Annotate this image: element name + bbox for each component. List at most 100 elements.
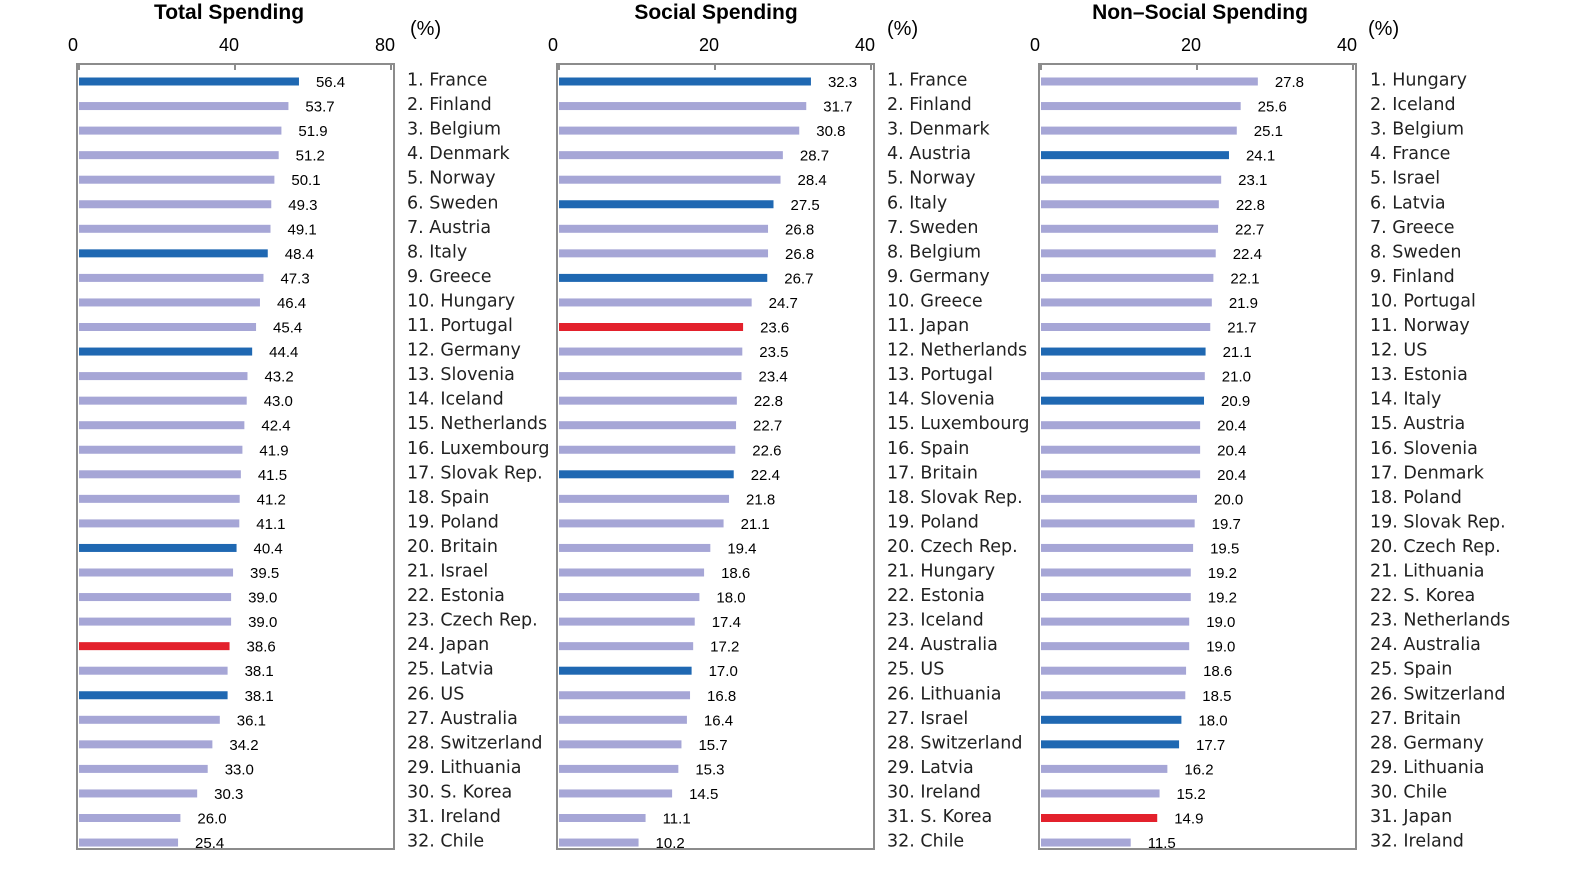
bar [559,200,774,209]
bar [559,666,692,675]
bar [1041,372,1205,381]
bar [1041,175,1222,184]
value-label: 18.5 [1202,688,1231,705]
rank-label: 12. Netherlands [887,341,1027,361]
bar [79,175,275,184]
value-label: 26.8 [785,246,814,263]
rank-label: 1. France [407,71,487,91]
rank-label: 22. S. Korea [1370,586,1475,606]
bar [1041,543,1194,552]
value-label: 22.1 [1230,270,1259,287]
rank-label: 9. Germany [887,267,990,287]
bar [79,666,228,675]
value-label: 19.7 [1212,516,1241,533]
value-label: 28.7 [800,148,829,165]
bar [1041,249,1216,258]
bar [559,372,742,381]
bar [79,543,237,552]
chart-title: Total Spending [154,1,304,24]
bar [79,77,299,86]
value-label: 19.2 [1208,565,1237,582]
rank-label: 17. Slovak Rep. [407,463,543,483]
bar [79,421,245,430]
x-tick-label: 40 [1337,35,1357,55]
value-label: 14.5 [689,786,718,803]
bar [79,642,230,651]
value-label: 21.1 [741,516,770,533]
value-label: 15.3 [695,761,724,778]
bar [559,445,736,454]
value-label: 14.9 [1174,811,1203,828]
value-label: 24.1 [1246,148,1275,165]
value-label: 16.2 [1184,761,1213,778]
bar [559,126,800,135]
value-label: 17.4 [712,614,741,631]
unit-label: (%) [410,18,441,40]
rank-label: 2. Finland [887,95,972,115]
bar [1041,838,1131,847]
bar [79,151,279,160]
value-label: 22.4 [1233,246,1262,263]
bar [559,838,639,847]
value-label: 18.0 [716,590,745,607]
rank-label: 4. Denmark [407,144,511,164]
value-label: 15.2 [1177,786,1206,803]
x-tick-label: 0 [548,35,558,55]
rank-label: 4. France [1370,144,1450,164]
bar [559,642,694,651]
bar [559,740,682,749]
value-label: 15.7 [698,737,727,754]
rank-label: 9. Greece [407,267,492,287]
bar [1041,666,1187,675]
rank-label: 17. Britain [887,463,978,483]
value-label: 18.0 [1198,712,1227,729]
bar [79,396,247,405]
bar [1041,396,1205,405]
bar [1041,764,1168,773]
rank-label: 20. Czech Rep. [887,537,1018,557]
bar [559,323,744,331]
bar [559,470,734,479]
rank-label: 25. US [887,660,944,680]
value-label: 18.6 [1203,663,1232,680]
bar [559,273,768,282]
bar [79,273,264,282]
bar [1041,445,1201,454]
bar [79,691,228,700]
rank-label: 28. Germany [1370,733,1484,753]
bar [79,126,282,135]
bar [559,298,752,307]
rank-label: 5. Norway [887,169,976,189]
rank-label: 21. Lithuania [1370,562,1484,582]
rank-label: 29. Lithuania [407,758,521,778]
bar [559,691,691,700]
bar [79,445,243,454]
value-label: 40.4 [254,540,283,557]
value-label: 19.5 [1210,540,1239,557]
bar [1041,224,1219,233]
value-label: 19.2 [1208,590,1237,607]
bar [1041,617,1190,626]
x-tick-label: 80 [375,35,395,55]
rank-label: 11. Portugal [407,316,513,336]
rank-label: 18. Spain [407,488,489,508]
value-label: 25.6 [1258,99,1287,116]
value-label: 24.7 [769,295,798,312]
value-label: 41.5 [258,467,287,484]
rank-label: 26. Switzerland [1370,684,1505,704]
bar [79,568,234,577]
rank-label: 30. Ireland [887,782,981,802]
rank-label: 16. Luxembourg [407,439,549,459]
bar [559,617,695,626]
rank-label: 26. US [407,684,464,704]
value-label: 21.7 [1227,320,1256,337]
value-label: 23.1 [1238,172,1267,189]
bar [79,494,240,503]
rank-label: 13. Estonia [1370,365,1468,385]
bar [559,175,781,184]
value-label: 30.3 [214,786,243,803]
rank-label: 21. Hungary [887,562,995,582]
value-label: 30.8 [816,123,845,140]
rank-label: 6. Sweden [407,193,498,213]
